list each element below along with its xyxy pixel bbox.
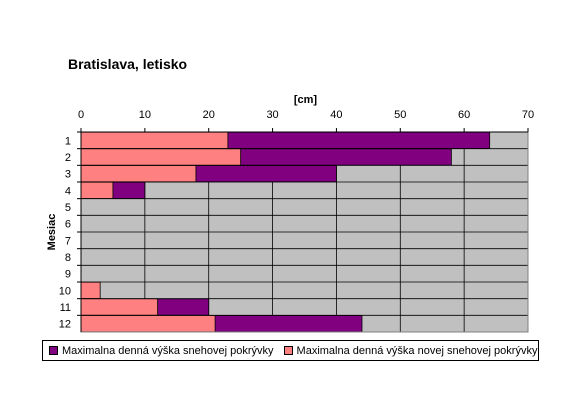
legend-item-total: Maximalna denná výška snehovej pokrývky [49, 345, 274, 357]
x-tick-label: 10 [139, 109, 151, 121]
bar-new-month-3 [80, 165, 197, 183]
y-tick-label: 1 [65, 135, 71, 147]
legend: Maximalna denná výška snehovej pokrývky … [42, 340, 539, 361]
x-tick-label: 0 [78, 109, 84, 121]
chart-title: Bratislava, letisko [68, 56, 188, 72]
x-tick-label: 60 [458, 109, 470, 121]
y-tick-label: 5 [65, 202, 71, 214]
x-tick-label: 40 [330, 109, 342, 121]
y-tick-label: 3 [65, 169, 71, 181]
y-tick-label: 4 [65, 185, 71, 197]
bar-new-month-4 [80, 181, 114, 199]
bar-new-month-10 [80, 281, 101, 299]
legend-item-new: Maximalna denná výška novej snehovej pok… [283, 344, 538, 357]
legend-label-total: Maximalna denná výška snehovej pokrývky [62, 344, 274, 357]
x-tick-label: 30 [266, 109, 278, 121]
y-tick-label: 8 [65, 252, 71, 264]
bar-new-month-2 [80, 148, 242, 166]
bar-new-month-12 [80, 315, 216, 333]
y-tick-label: 9 [65, 269, 71, 281]
y-tick-label: 6 [65, 219, 71, 231]
y-tick-label: 7 [65, 235, 71, 247]
x-tick-label: 20 [203, 109, 215, 121]
x-tick-label: 70 [522, 109, 534, 121]
bar-new-month-11 [80, 298, 159, 316]
y-tick-label: 10 [59, 285, 71, 297]
y-axis-title: Mesiac [46, 214, 58, 251]
legend-label-new: Maximalna denná výška novej snehovej pok… [296, 344, 538, 357]
x-tick-label: 50 [394, 109, 406, 121]
legend-swatch-new [283, 346, 293, 355]
y-tick-label: 2 [65, 152, 71, 164]
y-tick-label: 11 [60, 302, 71, 314]
bar-new-month-1 [80, 131, 229, 149]
y-tick-label: 12 [59, 319, 71, 331]
x-axis-title: [cm] [294, 94, 318, 106]
legend-swatch-total [49, 346, 58, 355]
